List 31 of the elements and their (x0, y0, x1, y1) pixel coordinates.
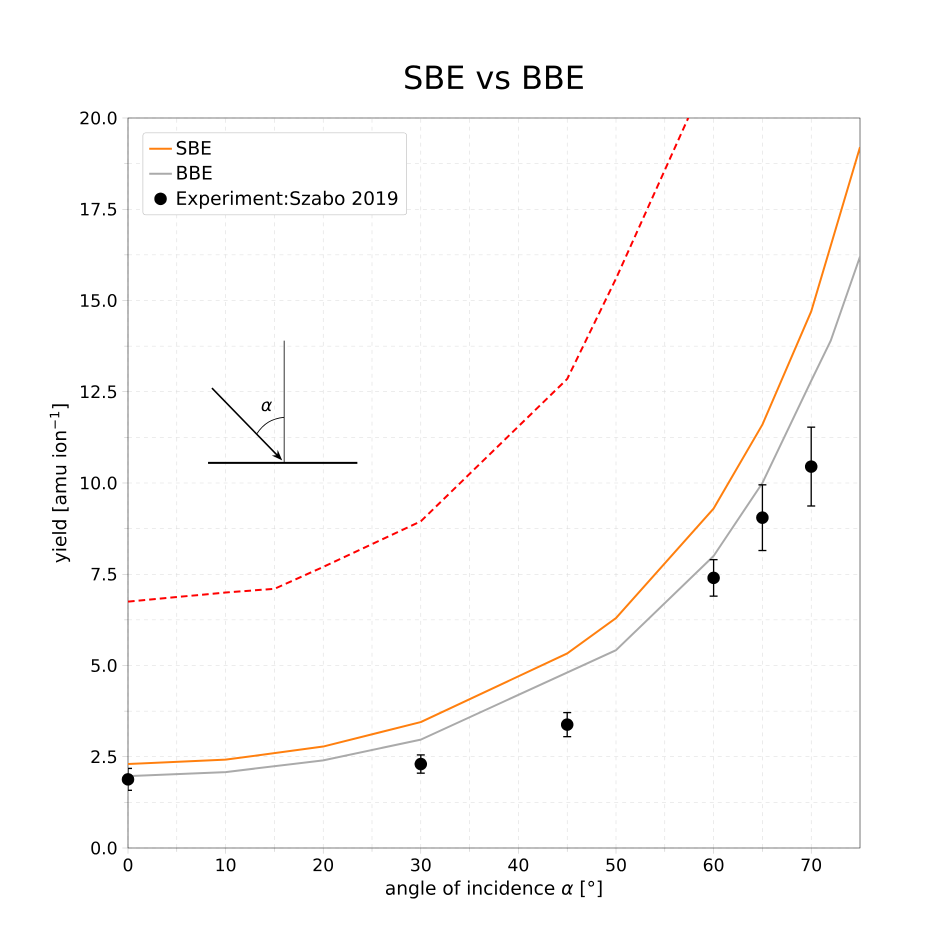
legend-label: Experiment:Szabo 2019 (177, 190, 398, 209)
point (804, 460, 818, 473)
x-tick-label: 50 (606, 858, 626, 872)
x-axis-title: angle of incidence α [°] (386, 880, 602, 899)
x-tick-label: 60 (704, 858, 724, 872)
legend-label: SBE (176, 140, 211, 155)
y-tick-label: 20.0 (80, 111, 116, 125)
x-tick-label: 10 (216, 858, 236, 872)
y-tick-label: 0.0 (91, 841, 116, 855)
line-series (128, 118, 690, 603)
point (560, 718, 574, 731)
annotation: α (262, 401, 272, 412)
y-tick-label: 15.0 (81, 294, 116, 308)
legend-label: BBE (177, 166, 212, 180)
x-tick-label: 40 (508, 858, 528, 872)
y-tick-label: 7.5 (92, 568, 116, 581)
point (414, 758, 428, 770)
point (122, 773, 134, 786)
x-tick-label: 0 (124, 858, 132, 872)
y-tick-label: 2.5 (91, 750, 116, 764)
x-tick-label: 20 (313, 858, 334, 872)
y-tick-label: 5.0 (92, 658, 116, 672)
x-tick-label: 30 (411, 858, 431, 872)
point (756, 511, 769, 524)
x-tick-label: 70 (802, 858, 822, 872)
point (707, 572, 720, 584)
chart-title: SBE vs BBE (405, 65, 583, 90)
y-axis-title: yield [amu ion$^{−1}$] (50, 404, 70, 563)
y-tick-label: 10.0 (81, 476, 116, 490)
y-tick-label: 17.5 (81, 202, 116, 216)
y-tick-label: 12.5 (81, 385, 116, 398)
